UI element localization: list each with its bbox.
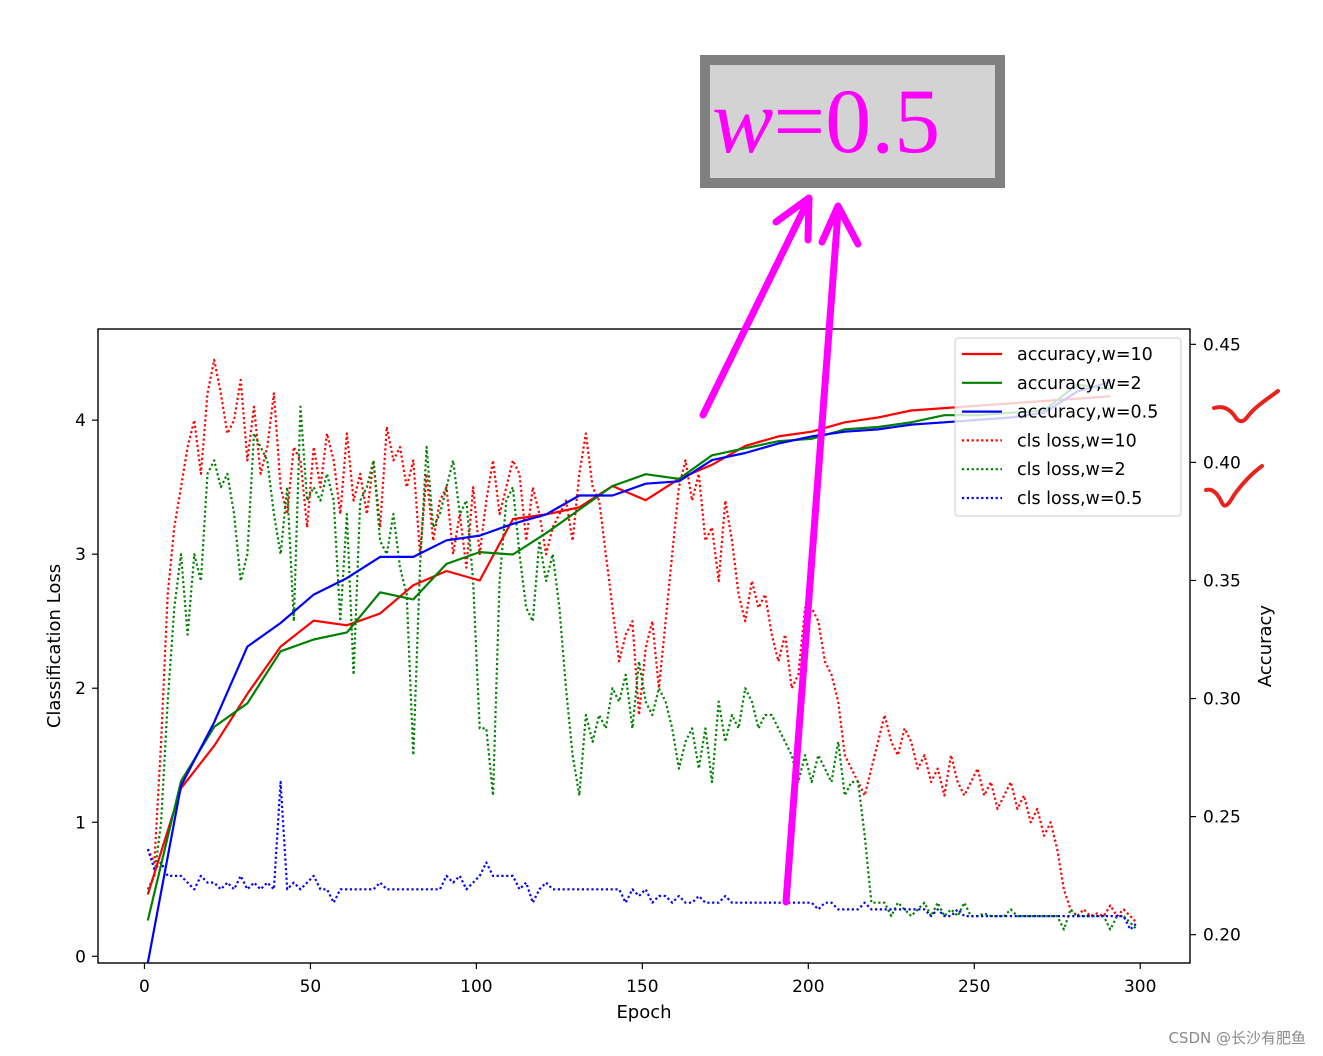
callout-frame: [700, 55, 1005, 188]
series-line-cls-loss-w-10: [146, 358, 1138, 924]
series-line-accuracy-w-0-5: [146, 381, 1111, 964]
legend-label: accuracy,w=0.5: [1017, 403, 1158, 423]
legend: accuracy,w=10 accuracy,w=2 accuracy,w=0.5 c…: [954, 337, 1182, 517]
legend-label: cls loss,w=2: [1017, 460, 1126, 480]
x-axis-label: Epoch: [616, 1002, 671, 1023]
series-layer: [146, 358, 1138, 964]
y-left-tick-label: 1: [75, 813, 86, 833]
legend-label: accuracy,w=2: [1017, 374, 1142, 394]
callout-box: w=0.5: [700, 55, 1005, 188]
y-axis-left-label: Classification Loss: [44, 564, 65, 728]
y-right-tick-label: 0.20: [1203, 926, 1241, 946]
watermark: CSDN @长沙有肥鱼: [1168, 1029, 1306, 1047]
y-left-tick-label: 2: [75, 679, 86, 699]
y-left-tick-label: 3: [75, 545, 86, 565]
y-right-tick-label: 0.35: [1203, 571, 1241, 591]
y-right-tick-label: 0.45: [1203, 335, 1241, 355]
y-right-tick-label: 0.25: [1203, 808, 1241, 828]
x-axis: 0 50 100 150 200 250 300: [139, 963, 1156, 997]
check-mark-icon: [1212, 389, 1280, 424]
arrow-right-head: [818, 202, 862, 248]
legend-label: cls loss,w=10: [1017, 431, 1137, 451]
y-left-tick-label: 4: [75, 411, 86, 431]
annotation-arrows: [699, 194, 862, 906]
series-line-cls-loss-w-0-5: [146, 780, 1138, 931]
y-right-tick-label: 0.40: [1203, 453, 1241, 473]
arrow-left-shaft: [699, 199, 811, 419]
y-axis-left: 0 1 2 3 4: [75, 411, 98, 967]
x-tick-label: 250: [958, 977, 990, 997]
callout-variable: w: [712, 70, 773, 172]
axes-frame: [97, 328, 1191, 964]
x-tick-label: 150: [626, 977, 658, 997]
y-left-tick-label: 0: [75, 947, 86, 967]
x-tick-label: 200: [792, 977, 824, 997]
x-tick-label: 50: [300, 977, 322, 997]
arrow-left-head: [772, 194, 813, 244]
series-line-accuracy-w-10: [146, 395, 1111, 895]
plot-area: [97, 328, 1191, 964]
legend-label: accuracy,w=10: [1017, 345, 1153, 365]
y-axis-right: 0.20 0.25 0.30 0.35 0.40 0.45: [1190, 335, 1241, 946]
callout-value: =0.5: [773, 70, 940, 172]
check-marks: [1204, 389, 1280, 508]
y-right-tick-label: 0.30: [1203, 690, 1241, 710]
x-tick-label: 300: [1124, 977, 1156, 997]
x-tick-label: 0: [139, 977, 150, 997]
y-axis-right-label: Accuracy: [1255, 605, 1276, 688]
arrow-right-shaft: [782, 208, 842, 906]
legend-box: [954, 337, 1182, 517]
legend-label: cls loss,w=0.5: [1017, 489, 1142, 509]
x-tick-label: 100: [460, 977, 492, 997]
series-line-accuracy-w-2: [146, 383, 1111, 921]
check-mark-icon: [1204, 464, 1264, 508]
callout-text: w=0.5: [712, 70, 940, 172]
